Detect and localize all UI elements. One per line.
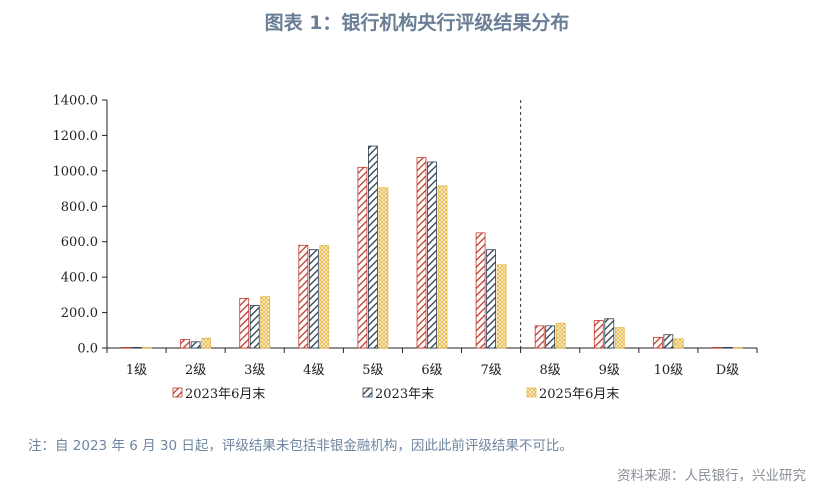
bar (722, 346, 733, 349)
bar (475, 232, 486, 349)
bar (368, 145, 378, 349)
bar (298, 244, 309, 349)
bar (249, 305, 260, 349)
y-tick-label: 200.0 (61, 306, 98, 321)
x-tick-label: 2级 (185, 363, 206, 378)
bar (593, 320, 604, 349)
chart-legend: 2023年6月末 2023年末 2025年6月末 (172, 387, 619, 402)
x-tick-label: 4级 (303, 363, 324, 378)
bar (180, 339, 191, 349)
bar (437, 185, 448, 349)
bar (416, 157, 427, 349)
bar (673, 338, 684, 349)
y-tick-label: 800.0 (61, 200, 98, 215)
bar (308, 249, 319, 349)
legend-label: 2023年6月末 (185, 387, 265, 402)
bar (604, 318, 615, 349)
x-tick-label: 9级 (599, 363, 620, 378)
legend-swatch (362, 387, 373, 398)
legend-label: 2025年6月末 (539, 387, 619, 402)
x-tick-label: D级 (716, 363, 739, 378)
bar (534, 325, 545, 349)
bar (121, 346, 131, 349)
y-tick-label: 600.0 (61, 235, 98, 250)
legend-label: 2023年末 (375, 387, 434, 402)
x-tick-label: 5级 (362, 363, 383, 378)
y-tick-label: 1400.0 (53, 94, 99, 109)
source-note: 资料来源：人民银行，兴业研究 (617, 468, 806, 484)
bar (614, 327, 625, 349)
bar (201, 337, 212, 349)
bar (427, 161, 437, 349)
bar (260, 296, 271, 349)
bar (131, 346, 142, 349)
y-tick-label: 400.0 (61, 271, 98, 286)
bar (378, 187, 389, 349)
bar (663, 334, 674, 349)
legend-swatch (526, 387, 537, 398)
bar (545, 325, 556, 349)
y-tick-label: 0.0 (77, 342, 98, 357)
y-tick-label: 1200.0 (53, 129, 99, 144)
bar (190, 341, 201, 349)
bar (555, 322, 566, 349)
chart-title: 图表 1：银行机构央行评级结果分布 (264, 12, 570, 34)
bar (652, 336, 663, 349)
legend-swatch (172, 387, 183, 398)
footnote: 注：自 2023 年 6 月 30 日起，评级结果未包括非银金融机构，因此此前评… (28, 438, 573, 454)
chart-bars (121, 145, 743, 349)
bar (496, 264, 507, 349)
x-tick-label: 8级 (540, 363, 561, 378)
bar (239, 297, 250, 349)
bar (486, 249, 496, 349)
bar (319, 245, 330, 349)
x-tick-label: 10级 (654, 363, 684, 378)
chart-axes: 0.0 200.0 400.0 600.0 800.0 1000.0 1200.0 1400.… (53, 94, 758, 378)
x-tick-label: 7级 (480, 363, 501, 378)
x-tick-label: 6级 (421, 363, 442, 378)
y-tick-label: 1000.0 (53, 164, 99, 179)
x-tick-label: 3级 (244, 363, 265, 378)
bar (712, 346, 722, 349)
bar (142, 346, 152, 349)
x-tick-label: 1级 (126, 363, 147, 378)
bar (733, 346, 743, 349)
bar (357, 166, 368, 349)
